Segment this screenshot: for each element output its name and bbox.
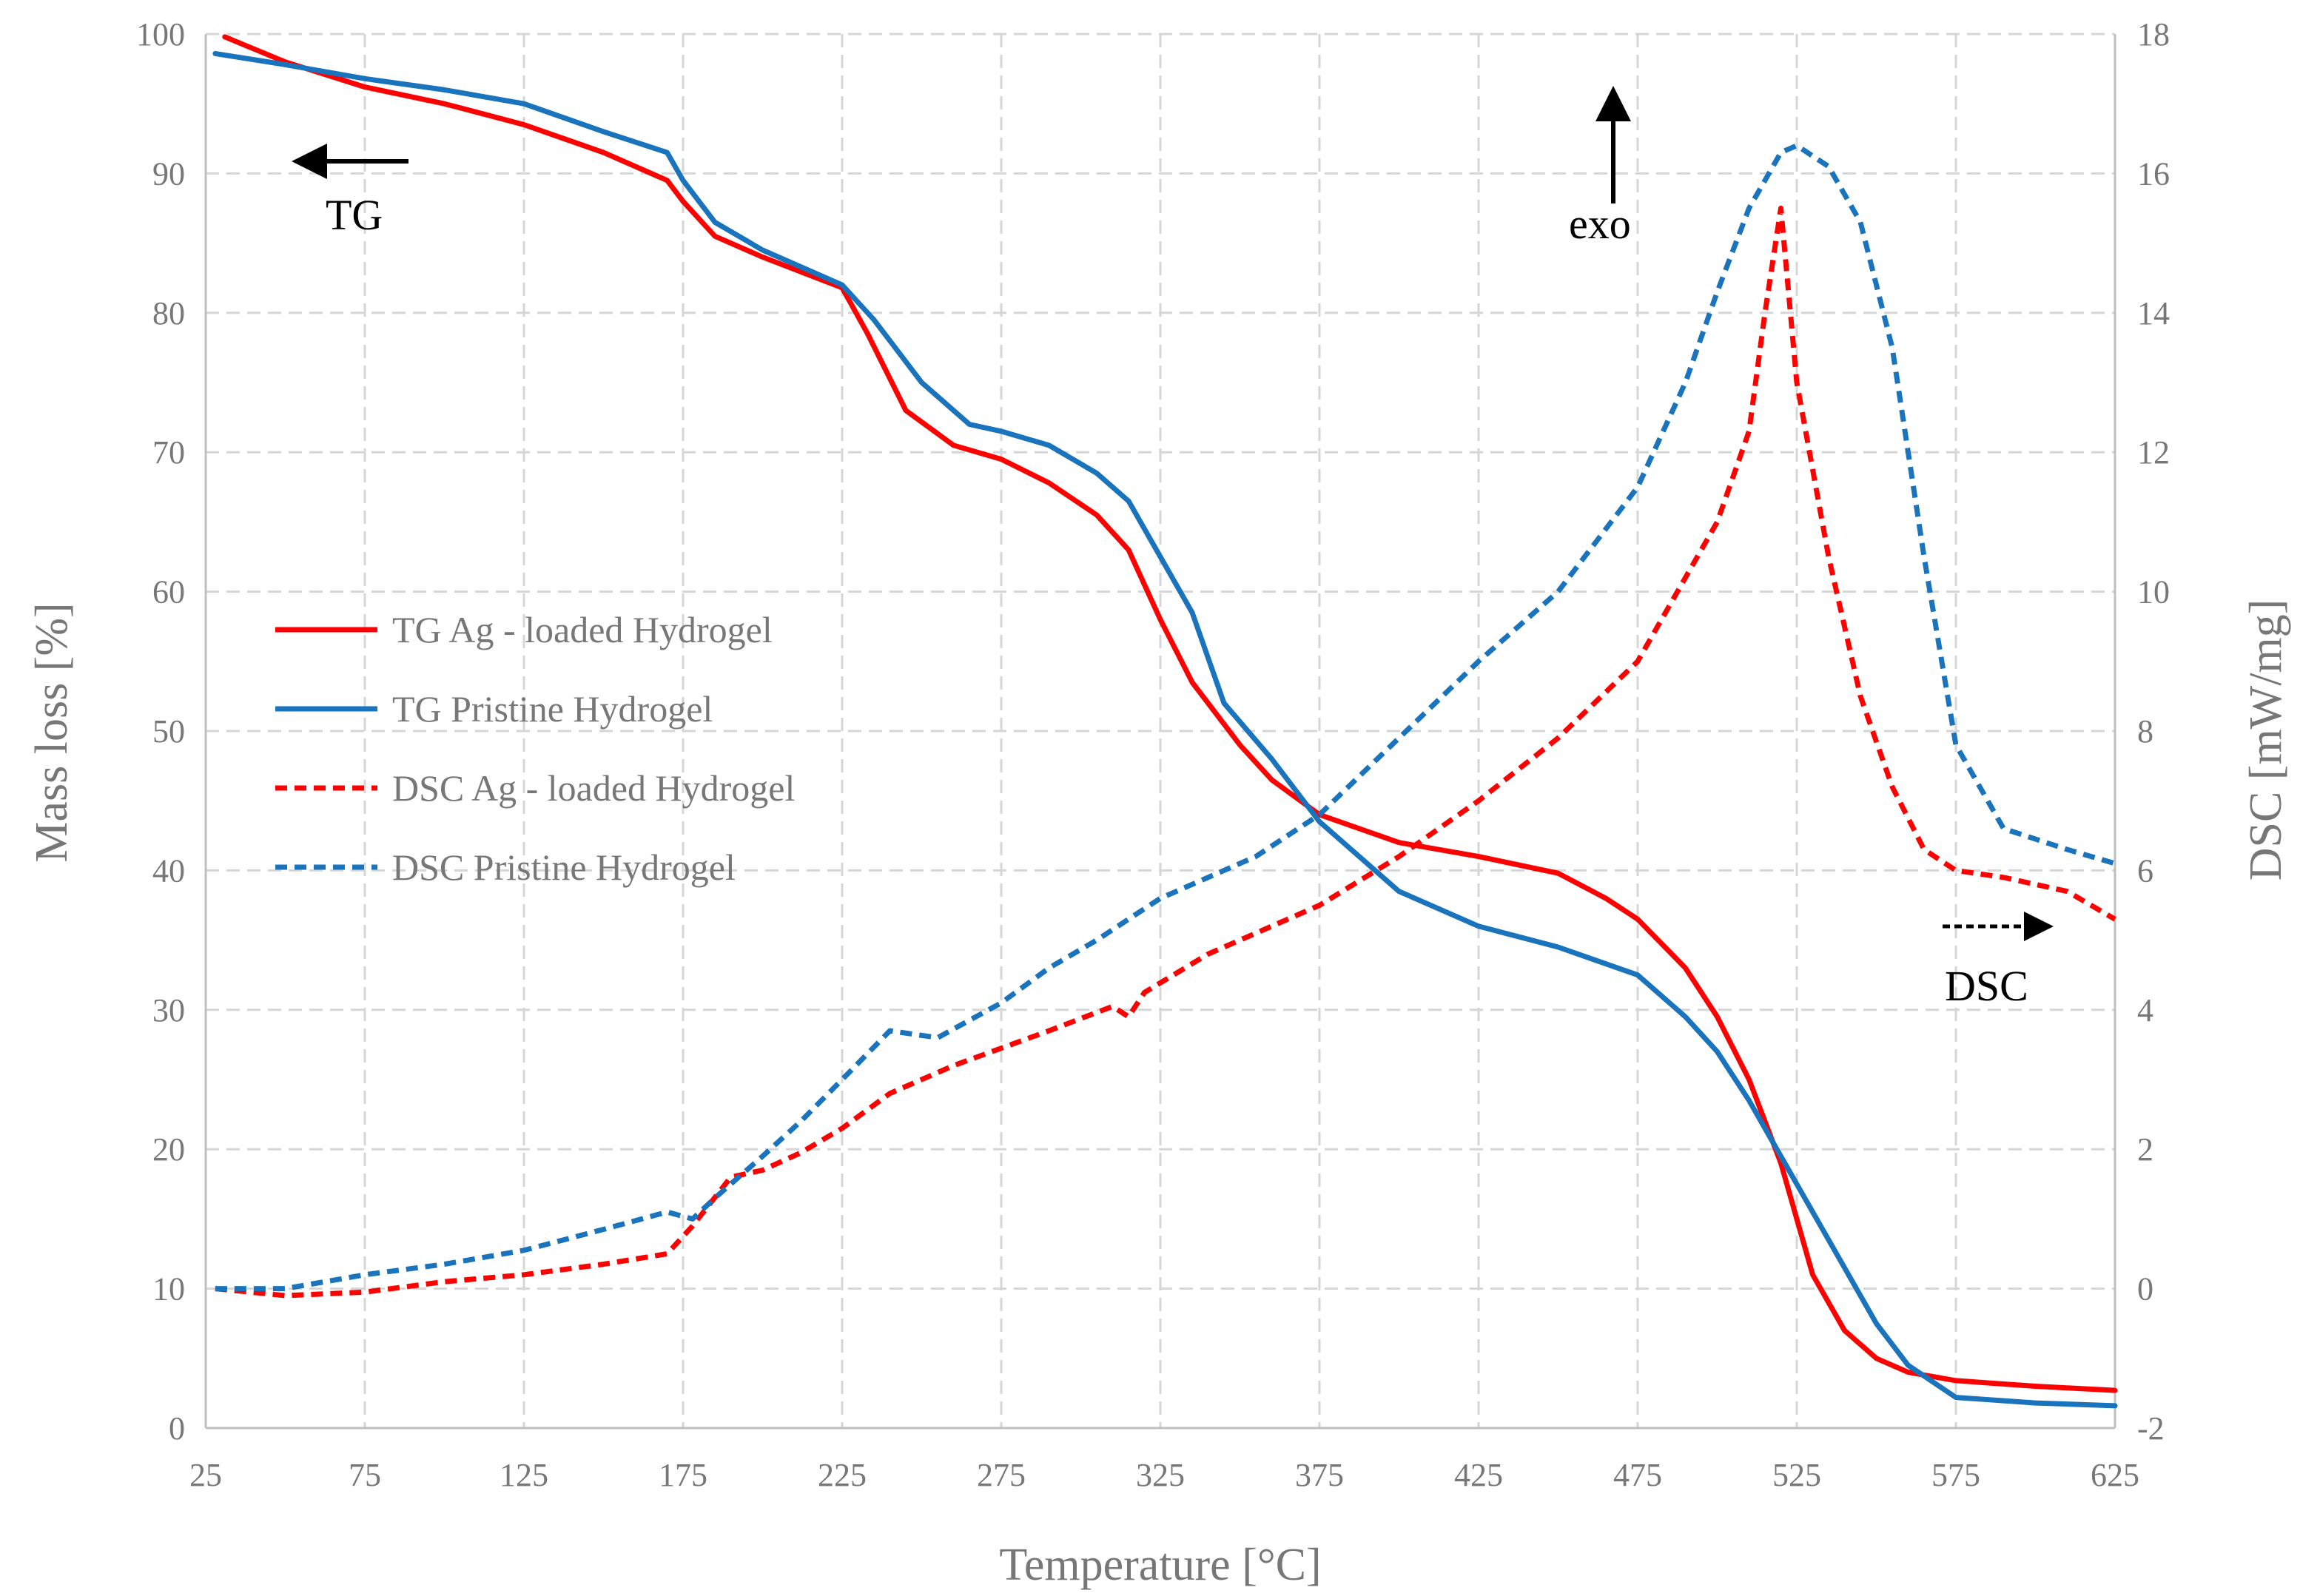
x-tick-label: 525 — [1772, 1457, 1821, 1493]
y-left-tick-label: 90 — [152, 155, 185, 192]
y-left-tick-label: 100 — [136, 16, 185, 53]
y-left-axis-title: Mass loss [%] — [27, 602, 77, 862]
x-tick-label: 75 — [349, 1457, 381, 1493]
y-left-tick-label: 70 — [152, 434, 185, 471]
x-tick-label: 625 — [2091, 1457, 2139, 1493]
y-right-tick-label: 0 — [2137, 1271, 2153, 1307]
y-right-tick-label: 14 — [2137, 295, 2170, 331]
y-right-tick-label: -2 — [2137, 1410, 2165, 1447]
y-right-tick-label: 8 — [2137, 713, 2153, 750]
legend: TG Ag - loaded Hydrogel TG Pristine Hydr… — [275, 609, 795, 888]
y-left-tick-label: 10 — [152, 1271, 185, 1307]
y-left-tick-label: 60 — [152, 574, 185, 610]
dsc-annotation: DSC — [1943, 912, 2054, 1010]
y-right-tick-label: 2 — [2137, 1131, 2153, 1168]
dsc-annotation-label: DSC — [1945, 962, 2028, 1010]
y-left-tick-label: 20 — [152, 1131, 185, 1168]
y-right-tick-label: 4 — [2137, 992, 2153, 1028]
legend-label-tg-pristine: TG Pristine Hydrogel — [392, 688, 713, 730]
legend-label-dsc-ag: DSC Ag - loaded Hydrogel — [392, 767, 795, 809]
x-tick-label: 475 — [1613, 1457, 1662, 1493]
x-tick-label: 25 — [189, 1457, 222, 1493]
series-line-dsc-ag-loaded-hydrogel — [215, 206, 2116, 1299]
y-right-tick-label: 12 — [2137, 434, 2170, 471]
y-right-axis-title: DSC [mW/mg] — [2241, 599, 2291, 881]
grid-lines — [206, 33, 2115, 1428]
x-tick-label: 325 — [1136, 1457, 1185, 1493]
y-right-tick-label: 6 — [2137, 852, 2153, 889]
y-right-tick-label: 16 — [2137, 155, 2170, 192]
y-left-tick-label: 50 — [152, 713, 185, 750]
y-left-tick-label: 30 — [152, 992, 185, 1028]
y-left-tick-label: 80 — [152, 295, 185, 331]
x-axis-title: Temperature [°C] — [999, 1540, 1321, 1590]
y-right-tick-label: 18 — [2137, 16, 2170, 53]
legend-label-tg-ag: TG Ag - loaded Hydrogel — [392, 609, 773, 650]
x-tick-label: 275 — [977, 1457, 1026, 1493]
x-tick-label: 425 — [1454, 1457, 1503, 1493]
y-right-tick-label: 10 — [2137, 574, 2170, 610]
x-tick-label: 175 — [659, 1457, 707, 1493]
tg-annotation-label: TG — [326, 191, 383, 239]
x-tick-label: 225 — [818, 1457, 867, 1493]
series-line-tg-pristine-hydrogel — [212, 50, 2118, 1409]
series-lines — [212, 34, 2118, 1409]
x-tick-label: 125 — [500, 1457, 548, 1493]
axes — [204, 34, 2116, 1430]
y-left-tick-label: 40 — [152, 852, 185, 889]
exo-annotation: exo — [1569, 86, 1631, 248]
tg-annotation: TG — [292, 144, 408, 239]
tick-labels: 25 75 125 175 225 275 325 375 425 475 525 575 625010… — [136, 16, 2170, 1493]
x-tick-label: 375 — [1295, 1457, 1344, 1493]
series-line-tg-ag-loaded-hydrogel — [222, 34, 2118, 1393]
series-line-dsc-pristine-hydrogel — [215, 143, 2116, 1292]
legend-label-dsc-pristine: DSC Pristine Hydrogel — [392, 846, 736, 888]
x-tick-label: 575 — [1931, 1457, 1980, 1493]
exo-annotation-label: exo — [1569, 200, 1631, 248]
y-left-tick-label: 0 — [169, 1410, 185, 1447]
